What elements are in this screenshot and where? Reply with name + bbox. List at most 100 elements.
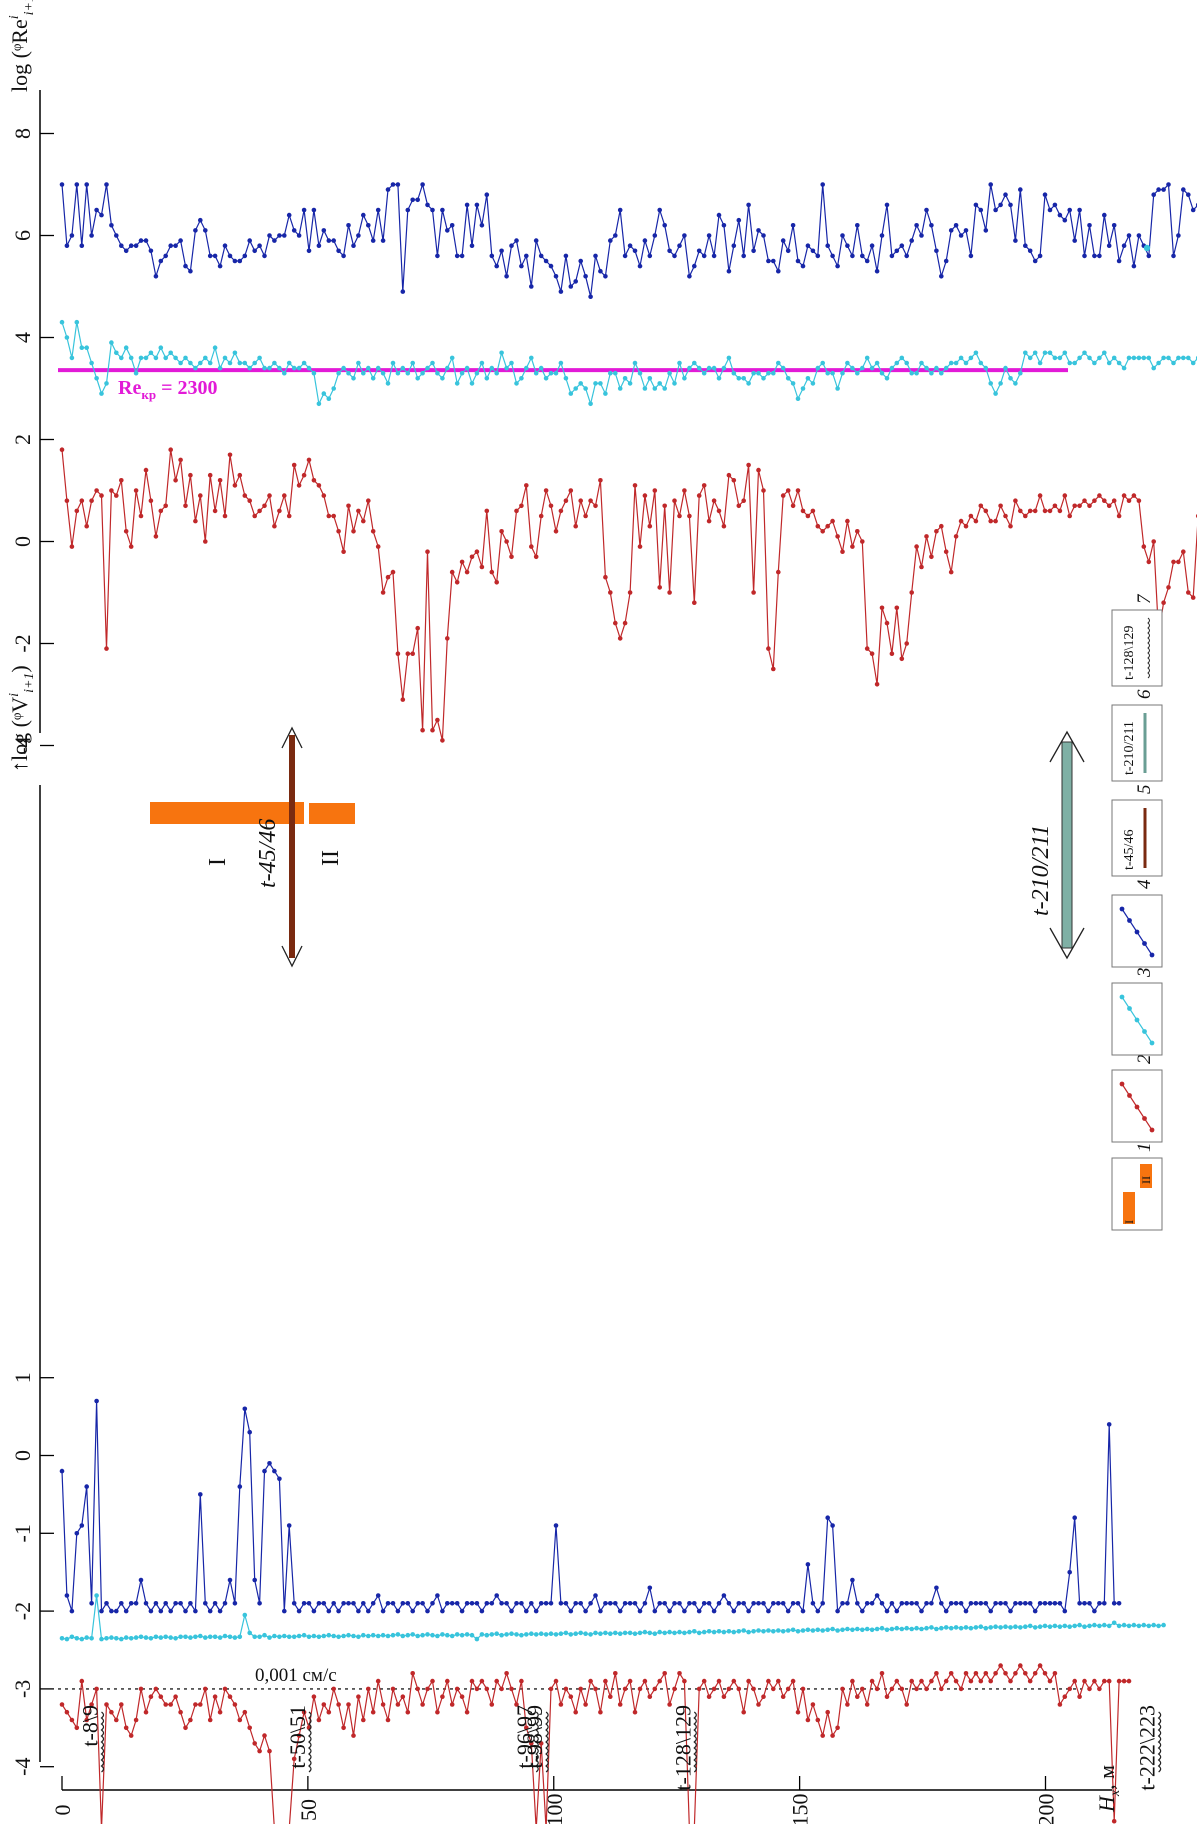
v-series-3-point	[855, 1626, 860, 1632]
re-series-4-point	[830, 253, 835, 259]
re-series-2-point	[198, 493, 203, 498]
re-series-3-point	[598, 381, 603, 386]
v-series-4-point	[380, 1608, 386, 1614]
v-series-3-point	[469, 1632, 475, 1638]
re-series-3-point	[613, 370, 618, 376]
v-series-4-point	[440, 1608, 445, 1614]
t45-arrow: t-45/46	[255, 726, 303, 968]
v-series-2-point	[825, 1709, 830, 1715]
v-series-2-point	[454, 1686, 460, 1692]
v-series-4-point	[79, 1523, 85, 1528]
legend-swatch-point	[1142, 1116, 1147, 1121]
re-series-2-point	[326, 513, 332, 519]
v-series-3-point	[1037, 1624, 1043, 1629]
re-series-2-point	[178, 457, 183, 463]
re-series-3-point	[696, 365, 702, 371]
re-series-4-point	[652, 233, 658, 238]
v-series-2-point	[845, 1702, 850, 1707]
v-series-2-point	[756, 1702, 761, 1707]
re-series-2-point	[59, 447, 65, 453]
re-series-4-point	[445, 228, 450, 233]
v-series-2-point	[474, 1686, 480, 1692]
re-series-4-point	[380, 238, 386, 243]
v-series-2-point	[731, 1678, 737, 1684]
v-series-4-point	[529, 1601, 534, 1606]
re-series-4-point	[331, 238, 337, 243]
v-series-2-point	[168, 1702, 173, 1707]
v-series-2-point	[405, 1709, 411, 1715]
re-series-3-point	[672, 381, 677, 386]
v-series-3-point	[696, 1630, 702, 1636]
re-series-4-point	[1077, 207, 1082, 213]
v-series-4-point	[766, 1608, 771, 1614]
re-series-4-point	[701, 253, 707, 259]
v-series-2-point	[1013, 1671, 1018, 1676]
v-series-2-point	[524, 1725, 529, 1731]
legend-number: 2	[1134, 1054, 1155, 1064]
re-series-4-point	[1161, 187, 1166, 192]
v-series-4-point	[785, 1608, 791, 1614]
v-series-3-point	[761, 1629, 766, 1634]
re-series-4-point	[84, 182, 89, 187]
re-series-4-point	[583, 274, 588, 279]
v-series-3-point	[454, 1632, 460, 1637]
re-series-3-point	[395, 370, 401, 376]
v-series-3-point	[375, 1633, 381, 1639]
re-series-2-point	[830, 518, 835, 524]
re-series-4-point	[1082, 253, 1087, 259]
re-series-2-point	[810, 508, 816, 514]
re-series-3-point	[1146, 355, 1152, 361]
v-series-3-point	[380, 1632, 386, 1638]
v-series-3-point	[682, 1630, 687, 1636]
re-series-3-point	[247, 365, 252, 371]
re-series-2-point	[104, 646, 109, 651]
v-series-4-point	[1013, 1601, 1018, 1606]
v-series-4-point	[1111, 1601, 1117, 1606]
v-series-3-point	[637, 1630, 643, 1636]
v-series-2-point	[657, 1678, 662, 1684]
re-series-4-point	[1146, 253, 1152, 259]
axes-layer	[39, 90, 1112, 1791]
v-series-2-point	[291, 1756, 297, 1762]
v-series-4-point	[1062, 1608, 1068, 1614]
v-series-2-point	[84, 1717, 89, 1723]
re-series-2-point	[301, 472, 307, 478]
v-series-3-point	[430, 1632, 435, 1638]
v-series-4-point	[449, 1601, 455, 1606]
re-series-4-point	[474, 202, 480, 208]
v-series-2-point	[721, 1694, 727, 1699]
re-series-2-point	[1062, 493, 1068, 498]
v-series-2-point	[232, 1702, 238, 1707]
v-series-3-point	[217, 1635, 223, 1640]
re-series-2-point	[123, 529, 129, 534]
v-series-4-point	[741, 1601, 746, 1606]
re-series-2-point	[538, 513, 544, 519]
re-series-3-point	[173, 355, 178, 361]
v-series-4-point	[207, 1608, 213, 1614]
re-series-4-point	[558, 289, 564, 294]
re-series-3-point	[133, 370, 139, 376]
re-series-2-point	[726, 472, 732, 478]
re-series-4-point	[919, 233, 924, 238]
re-series-3-point	[1062, 350, 1068, 356]
v-series-4-point	[1047, 1601, 1053, 1606]
re-series-2-point	[894, 605, 900, 611]
re-series-3-point	[425, 365, 430, 371]
re-series-3-point	[785, 376, 791, 381]
re-series-2-point	[613, 620, 618, 626]
v-series-3-point	[119, 1636, 124, 1642]
re-series-4-point	[489, 253, 495, 259]
v-series-2-point	[183, 1725, 188, 1731]
re-series-3-point	[361, 370, 366, 376]
re-series-3-point	[776, 360, 781, 366]
re-series-3-point	[548, 370, 554, 376]
legend-label-II: II	[1139, 1176, 1153, 1184]
re-series-3-point	[578, 381, 583, 386]
re-series-2-point	[973, 518, 979, 524]
v-series-4-point	[257, 1601, 262, 1606]
v-series-3-point	[257, 1634, 262, 1640]
v-series-3-point	[736, 1629, 742, 1634]
re-series-4-point	[929, 223, 934, 228]
v-series-4-point	[479, 1608, 485, 1614]
re-series-3-point	[864, 355, 870, 361]
